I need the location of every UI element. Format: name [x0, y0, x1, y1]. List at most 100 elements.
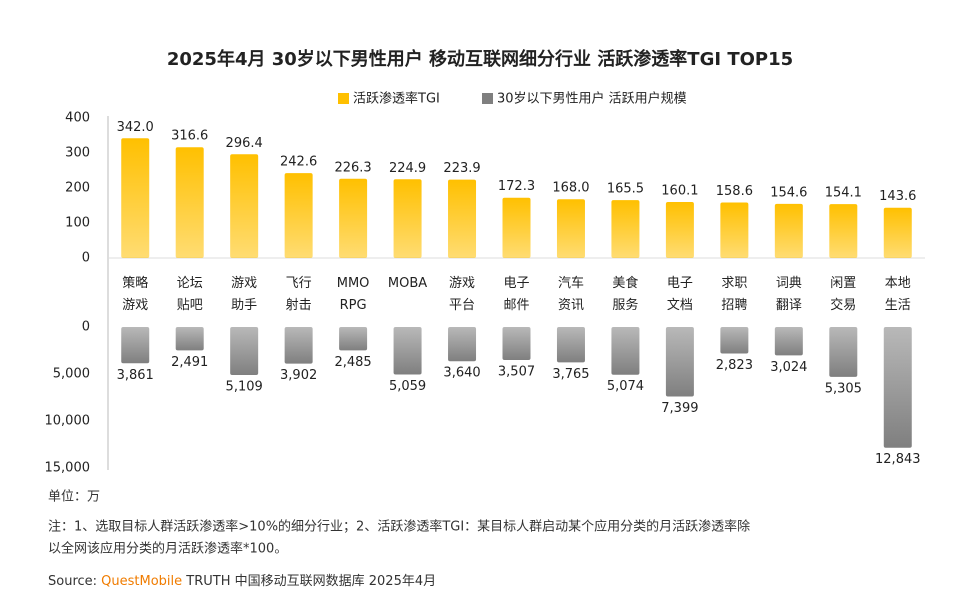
- y-tick-label: 300: [65, 146, 90, 161]
- x-tick-label: 论坛贴吧: [177, 276, 203, 313]
- note: 以全网该应用分类的月活跃渗透率*100。: [48, 541, 287, 557]
- value-label: 143.6: [879, 189, 916, 204]
- value-label: 2,823: [716, 358, 753, 373]
- x-tick-line: 求职: [721, 276, 747, 291]
- value-label: 223.9: [443, 161, 480, 176]
- bar: [720, 202, 749, 258]
- legend-label: 30岁以下男性用户 活跃用户规模: [497, 91, 687, 107]
- bar: [883, 207, 912, 258]
- y2-tick-label: 15,000: [45, 461, 91, 476]
- value-label: 5,109: [226, 380, 263, 395]
- x-tick-line: 招聘: [721, 298, 747, 313]
- x-tick-label: 电子邮件: [503, 276, 529, 313]
- x-tick-line: 电子: [667, 276, 693, 291]
- bar: [829, 327, 858, 377]
- x-tick-line: 论坛: [177, 276, 203, 291]
- x-tick-line: 贴吧: [177, 298, 203, 313]
- value-label: 3,902: [280, 368, 317, 383]
- x-tick-line: 资讯: [558, 298, 584, 313]
- bar: [284, 173, 313, 258]
- x-tick-label: 闲置交易: [830, 276, 856, 313]
- value-label: 224.9: [389, 161, 426, 176]
- bar: [774, 203, 803, 258]
- value-label: 165.5: [607, 182, 644, 197]
- value-label: 5,059: [389, 379, 426, 394]
- y2-tick-label: 10,000: [45, 414, 91, 429]
- value-label: 12,843: [875, 452, 921, 467]
- bar: [121, 138, 150, 258]
- value-label: 5,305: [825, 381, 862, 396]
- value-label: 342.0: [117, 120, 154, 135]
- bar: [393, 327, 422, 375]
- bar: [611, 200, 640, 258]
- x-tick-line: 词典: [776, 276, 802, 291]
- bar: [175, 147, 204, 258]
- bar: [339, 327, 368, 351]
- bar: [665, 201, 694, 258]
- value-label: 5,074: [607, 379, 644, 394]
- bar: [121, 327, 150, 364]
- x-tick-label: 游戏平台: [449, 276, 475, 313]
- bar: [611, 327, 640, 375]
- chart-title: 2025年4月 30岁以下男性用户 移动互联网细分行业 活跃渗透率TGI TOP…: [167, 48, 793, 70]
- y-tick-label: 0: [82, 251, 90, 266]
- x-tick-label: 汽车资讯: [558, 275, 584, 313]
- unit: 单位：万: [48, 490, 100, 505]
- x-tick-line: 邮件: [503, 298, 529, 313]
- value-label: 296.4: [226, 136, 263, 151]
- x-tick-line: RPG: [340, 298, 367, 313]
- x-tick-line: 文档: [667, 298, 693, 313]
- bar: [230, 327, 259, 376]
- x-tick-label: 求职招聘: [721, 276, 747, 313]
- x-tick-line: 游戏: [231, 276, 257, 291]
- x-tick-line: 本地: [885, 276, 911, 291]
- x-tick-line: 飞行: [286, 276, 312, 291]
- x-tick-line: 助手: [231, 298, 257, 313]
- value-label: 172.3: [498, 179, 535, 194]
- legend-swatch: [482, 93, 493, 104]
- x-tick-label: 词典翻译: [776, 276, 802, 313]
- x-tick-label: 游戏助手: [231, 276, 257, 313]
- value-label: 158.6: [716, 184, 753, 199]
- source-brand: QuestMobile: [101, 574, 182, 589]
- value-label: 3,024: [770, 360, 807, 375]
- value-label: 2,485: [334, 355, 371, 370]
- value-label: 168.0: [552, 181, 589, 196]
- bar: [230, 154, 259, 258]
- value-label: 154.1: [825, 186, 862, 201]
- bar: [393, 179, 422, 258]
- source-prefix: Source:: [48, 574, 97, 589]
- x-tick-line: 交易: [830, 297, 856, 313]
- bar: [502, 327, 531, 360]
- bar: [556, 199, 585, 258]
- x-tick-line: MOBA: [388, 276, 427, 291]
- value-label: 160.1: [661, 183, 698, 198]
- x-tick-line: 服务: [612, 297, 638, 313]
- source: Source: QuestMobile TRUTH 中国移动互联网数据库 202…: [48, 573, 436, 589]
- x-tick-label: 策略游戏: [122, 275, 148, 313]
- value-label: 3,765: [552, 367, 589, 382]
- value-label: 2,491: [171, 355, 208, 370]
- value-label: 242.6: [280, 155, 317, 170]
- bar: [502, 197, 531, 258]
- value-label: 3,507: [498, 364, 535, 379]
- bar: [175, 327, 204, 351]
- x-tick-line: 闲置: [830, 276, 856, 291]
- bar: [448, 179, 477, 258]
- x-tick-line: 美食: [612, 275, 638, 291]
- y-tick-label: 400: [65, 111, 90, 126]
- bar: [665, 327, 694, 397]
- bar: [448, 327, 477, 362]
- x-tick-line: 汽车: [558, 275, 584, 291]
- x-tick-line: 电子: [503, 276, 529, 291]
- y-tick-label: 200: [65, 181, 90, 196]
- x-tick-line: 游戏: [122, 298, 148, 313]
- legend-label: 活跃渗透率TGI: [353, 91, 440, 107]
- bar: [829, 204, 858, 258]
- value-label: 3,640: [443, 366, 480, 381]
- bar: [284, 327, 313, 364]
- bar: [883, 327, 912, 448]
- x-tick-line: 翻译: [776, 298, 802, 313]
- x-tick-line: 平台: [449, 298, 475, 313]
